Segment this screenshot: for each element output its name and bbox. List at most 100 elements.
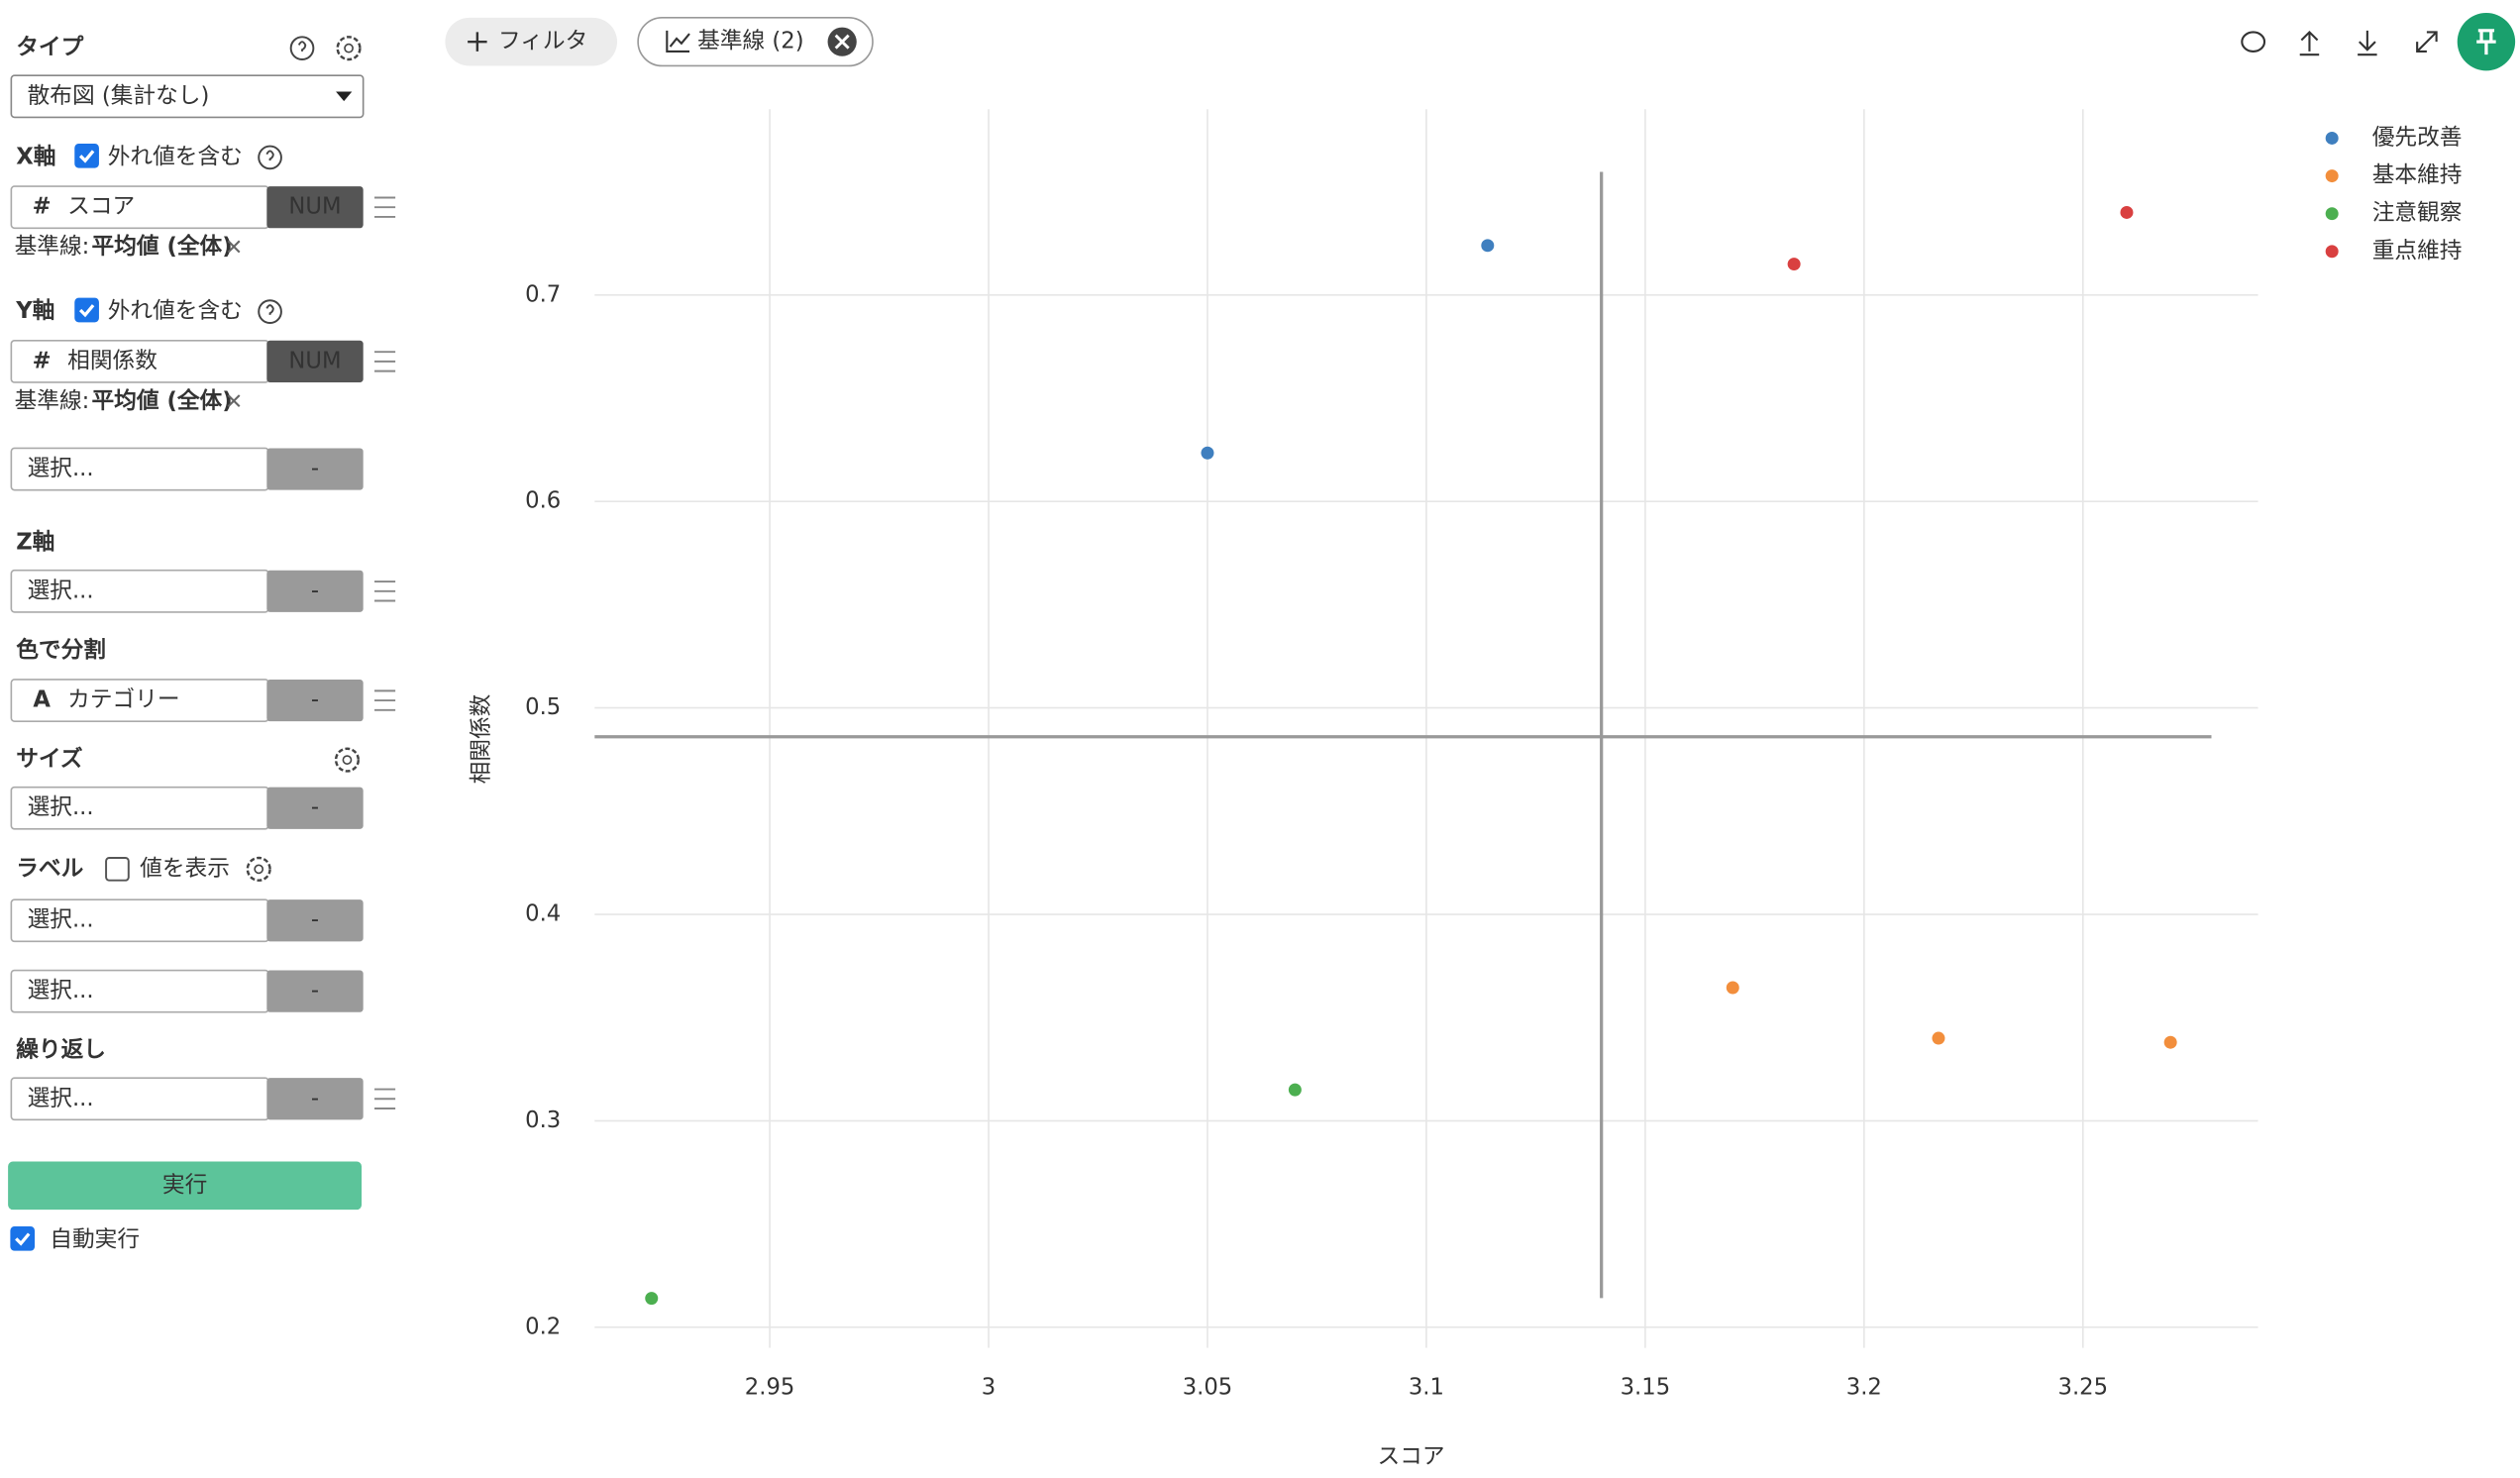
settings-hub: [342, 755, 353, 765]
settings-hub: [254, 864, 264, 875]
field-icon: A: [33, 687, 51, 713]
comment-icon[interactable]: [2241, 31, 2266, 53]
upload-icon[interactable]: [2299, 30, 2320, 56]
dropdown-arrow: [336, 91, 353, 102]
baseline-button[interactable]: [637, 17, 874, 67]
check-mark: [15, 1232, 31, 1246]
x-tick-label: 3: [982, 1375, 996, 1401]
field-button-text: -: [311, 794, 319, 820]
y-tick-label: 0.4: [525, 901, 561, 927]
y-tick-label: 0.3: [525, 1108, 561, 1133]
baseline-value: 平均値 (全体): [91, 233, 232, 260]
point: [1288, 1083, 1302, 1097]
legend-label: 注意観察: [2372, 200, 2463, 226]
field-text: 選択...: [28, 794, 94, 820]
checkbox-label: 外れ値を含む: [108, 298, 243, 324]
field-icon: #: [33, 194, 52, 220]
field-text: 選択...: [28, 578, 94, 603]
y-tick-label: 0.2: [525, 1314, 561, 1339]
x-tick-label: 3.1: [1409, 1375, 1444, 1401]
filter-text: フィルタ: [498, 29, 587, 54]
field-button-text: -: [311, 456, 319, 481]
pin-icon: [2476, 29, 2496, 55]
point: [1787, 258, 1801, 271]
field-icon: #: [33, 348, 52, 373]
baseline-label: 基準線:: [15, 234, 90, 260]
run-button[interactable]: [8, 1161, 363, 1211]
run-button-text: 実行: [162, 1172, 207, 1198]
help-icon[interactable]: [289, 36, 315, 60]
checkbox-label: 値を表示: [140, 856, 230, 882]
baseline-text: 基準線 (2): [697, 29, 803, 54]
field-button-text: -: [311, 687, 319, 713]
section-label: Z軸: [16, 530, 54, 556]
help-icon[interactable]: [258, 145, 282, 170]
checkbox-label: 外れ値を含む: [108, 144, 243, 169]
field-button[interactable]: [266, 899, 364, 942]
plus-icon: [468, 32, 487, 52]
x-tick-label: 2.95: [745, 1375, 795, 1401]
settings-icon[interactable]: [334, 747, 361, 773]
point: [645, 1292, 659, 1306]
field-button-text: -: [311, 907, 319, 933]
checkbox[interactable]: [10, 1226, 36, 1251]
chart-icon: [666, 30, 690, 53]
check-mark: [78, 150, 95, 163]
settings-icon[interactable]: [246, 856, 271, 882]
field-button[interactable]: [266, 679, 364, 722]
check-mark: [78, 304, 95, 318]
field-button[interactable]: [266, 1078, 364, 1120]
field-button[interactable]: [266, 787, 364, 829]
section-label: X軸: [16, 144, 55, 169]
dropdown[interactable]: [10, 74, 365, 119]
checkbox[interactable]: [74, 297, 99, 323]
point: [1726, 981, 1739, 995]
field-text: 選択...: [28, 978, 94, 1003]
remove-icon[interactable]: [227, 394, 241, 408]
field-button[interactable]: [266, 186, 364, 229]
field-button-text: -: [311, 578, 319, 603]
field-button-text: NUM: [288, 348, 341, 373]
close-glyph: [834, 34, 850, 50]
download-icon[interactable]: [2358, 30, 2377, 56]
section-label: タイプ: [16, 35, 83, 60]
help-glyph: [297, 41, 307, 52]
field-text: スコア: [67, 194, 135, 220]
field-button[interactable]: [266, 448, 364, 490]
checkbox[interactable]: [74, 143, 99, 168]
remove-icon[interactable]: [227, 240, 241, 254]
legend-marker[interactable]: [2325, 207, 2339, 221]
legend-marker[interactable]: [2325, 169, 2339, 183]
y-tick-label: 0.7: [525, 281, 561, 307]
x-tick-label: 3.25: [2058, 1375, 2109, 1401]
x-tick-label: 3.05: [1183, 1375, 1233, 1401]
legend-label: 基本維持: [2372, 162, 2463, 188]
checkbox[interactable]: [105, 857, 130, 882]
y-axis-title: 相関係数: [469, 693, 494, 784]
field-button-text: -: [311, 1086, 319, 1111]
point: [2120, 205, 2134, 219]
field-button[interactable]: [266, 570, 364, 612]
legend-marker[interactable]: [2325, 245, 2339, 259]
legend-label: 重点維持: [2372, 238, 2463, 264]
expand-icon[interactable]: [2416, 31, 2438, 53]
help-glyph: [265, 150, 274, 161]
filter-button[interactable]: [445, 17, 618, 66]
field-text: 選択...: [28, 907, 94, 933]
field-button[interactable]: [266, 970, 364, 1012]
field-text: 相関係数: [67, 348, 158, 373]
settings-icon[interactable]: [336, 36, 362, 61]
point: [1201, 446, 1214, 460]
legend-marker[interactable]: [2325, 131, 2339, 145]
checkbox-label: 自動実行: [50, 1226, 140, 1252]
baseline-label: 基準線:: [15, 388, 90, 414]
legend-label: 優先改善: [2372, 125, 2463, 151]
point: [1481, 239, 1495, 253]
x-tick-label: 3.15: [1621, 1375, 1671, 1401]
y-tick-label: 0.5: [525, 694, 561, 720]
field-text: 選択...: [28, 456, 94, 481]
field-button[interactable]: [266, 340, 364, 382]
help-icon[interactable]: [258, 299, 282, 324]
